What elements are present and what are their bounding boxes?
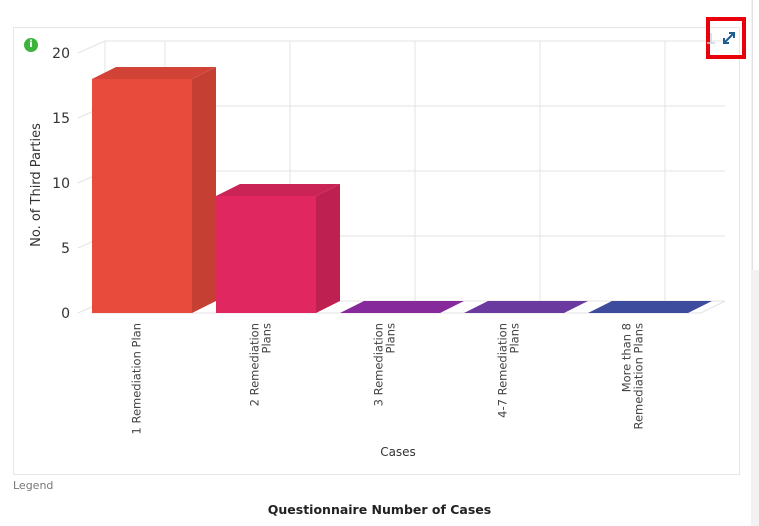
x-tick-label: Plans: [260, 323, 274, 353]
x-tick-label: 1 Remediation Plan: [130, 323, 144, 435]
x-tick-label: More than 8: [620, 323, 634, 392]
chart-title: Questionnaire Number of Cases: [267, 502, 492, 517]
bar: [464, 301, 588, 313]
y-tick-label: 15: [52, 111, 70, 127]
grid-floor-line: [77, 40, 106, 54]
bar: [588, 301, 712, 313]
y-tick-label: 0: [61, 306, 70, 322]
x-axis-label: Cases: [380, 445, 416, 459]
bar-top: [92, 67, 216, 79]
bar: [92, 79, 192, 313]
bar: [216, 196, 316, 313]
bar-top: [216, 184, 340, 196]
y-axis-label: No. of Third Parties: [29, 123, 44, 247]
x-tick-label: 4-7 Remediation: [496, 323, 510, 418]
chart-card: [13, 27, 740, 475]
bar-side: [192, 67, 216, 313]
x-tick-label: 3 Remediation: [372, 323, 386, 406]
bar: [340, 301, 464, 313]
x-tick-label: Remediation Plans: [632, 323, 646, 430]
y-tick-label: 10: [52, 176, 70, 192]
legend-label: Legend: [13, 479, 54, 492]
x-tick-label: Plans: [508, 323, 522, 353]
scrollbar-thumb[interactable]: [752, 0, 759, 270]
info-icon[interactable]: i: [24, 38, 38, 52]
x-tick-label: 2 Remediation: [248, 323, 262, 406]
y-tick-label: 20: [52, 46, 70, 62]
y-tick-label: 5: [61, 241, 70, 257]
x-tick-label: Plans: [384, 323, 398, 353]
bar-side: [316, 184, 340, 313]
expand-highlight: [706, 17, 746, 59]
